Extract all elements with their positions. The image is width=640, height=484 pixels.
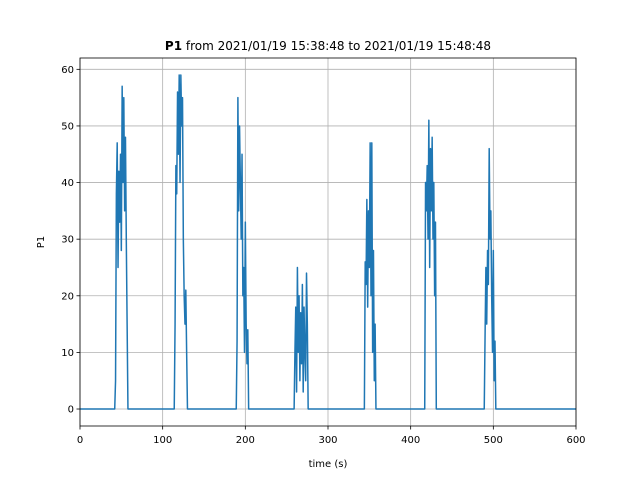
x-tick-label: 400 [401, 435, 420, 446]
title-rest: from 2021/01/19 15:38:48 to 2021/01/19 1… [186, 39, 491, 53]
x-axis-label: time (s) [309, 459, 348, 470]
y-tick-label: 0 [68, 405, 74, 416]
x-tick-label: 600 [566, 435, 585, 446]
x-tick-label: 200 [236, 435, 255, 446]
data-line [80, 74, 576, 410]
y-tick-label: 10 [61, 348, 74, 359]
y-tick-label: 60 [61, 65, 74, 76]
title-bold: P1 [165, 39, 182, 53]
x-tick-label: 100 [153, 435, 172, 446]
x-tick-label: 500 [484, 435, 503, 446]
y-tick-label: 20 [61, 291, 74, 302]
y-tick-label: 50 [61, 121, 74, 132]
y-tick-label: 30 [61, 235, 74, 246]
x-tick-label: 0 [77, 435, 83, 446]
y-axis-label: P1 [36, 236, 47, 248]
chart-title: P1 from 2021/01/19 15:38:48 to 2021/01/1… [165, 39, 491, 53]
plot-frame [79, 57, 577, 427]
x-tick-label: 300 [318, 435, 337, 446]
y-tick-label: 40 [61, 178, 74, 189]
